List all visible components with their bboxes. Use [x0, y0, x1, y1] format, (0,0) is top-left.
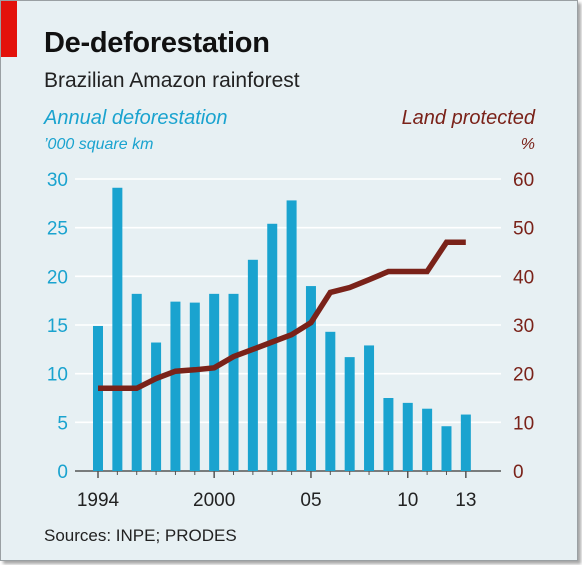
deforestation-bar [151, 342, 162, 471]
chart-title: De-deforestation [44, 27, 270, 59]
right-axis-unit: % [520, 136, 535, 153]
chart-subtitle: Brazilian Amazon rainforest [44, 69, 300, 92]
left-tick-label: 30 [47, 170, 68, 191]
left-tick-label: 5 [57, 413, 68, 434]
deforestation-bar [305, 286, 316, 471]
x-tick-label: 13 [455, 490, 476, 511]
right-tick-label: 50 [513, 219, 534, 240]
left-tick-label: 20 [47, 267, 68, 288]
deforestation-bar [131, 293, 142, 471]
deforestation-bar [228, 293, 239, 471]
deforestation-bar [422, 408, 433, 471]
left-tick-label: 10 [47, 365, 68, 386]
deforestation-bar [344, 357, 355, 471]
x-tick-label: 2000 [193, 490, 235, 511]
left-tick-label: 0 [57, 462, 68, 483]
deforestation-bar [93, 325, 103, 471]
x-tick-label: 1994 [77, 490, 120, 511]
deforestation-bar [247, 259, 258, 471]
left-axis-label: Annual deforestation [44, 107, 228, 129]
deforestation-bar [112, 187, 123, 471]
left-tick-label: 25 [47, 219, 68, 240]
right-tick-label: 10 [513, 413, 534, 434]
land-protected-line [98, 239, 466, 392]
x-tick-label: 10 [397, 490, 418, 511]
right-tick-label: 20 [513, 365, 534, 386]
right-tick-label: 30 [513, 316, 534, 337]
right-tick-label: 40 [513, 267, 534, 288]
deforestation-bar [364, 345, 375, 471]
left-axis-unit: ’000 square km [44, 136, 154, 153]
deforestation-bar [170, 301, 181, 471]
deforestation-bar [267, 223, 278, 471]
x-tick-label: 05 [300, 490, 321, 511]
left-tick-label: 15 [47, 316, 68, 337]
right-tick-label: 0 [513, 462, 524, 483]
deforestation-bar [460, 414, 471, 471]
right-tick-label: 60 [513, 170, 534, 191]
deforestation-bar [209, 293, 220, 471]
deforestation-bar [325, 331, 336, 471]
brand-accent-tab [1, 1, 17, 57]
deforestation-bar [383, 398, 394, 471]
deforestation-bar [441, 426, 452, 471]
deforestation-bar [189, 302, 200, 471]
source-note: Sources: INPE; PRODES [44, 526, 237, 545]
right-axis-label: Land protected [401, 107, 535, 129]
deforestation-bar [402, 402, 413, 471]
